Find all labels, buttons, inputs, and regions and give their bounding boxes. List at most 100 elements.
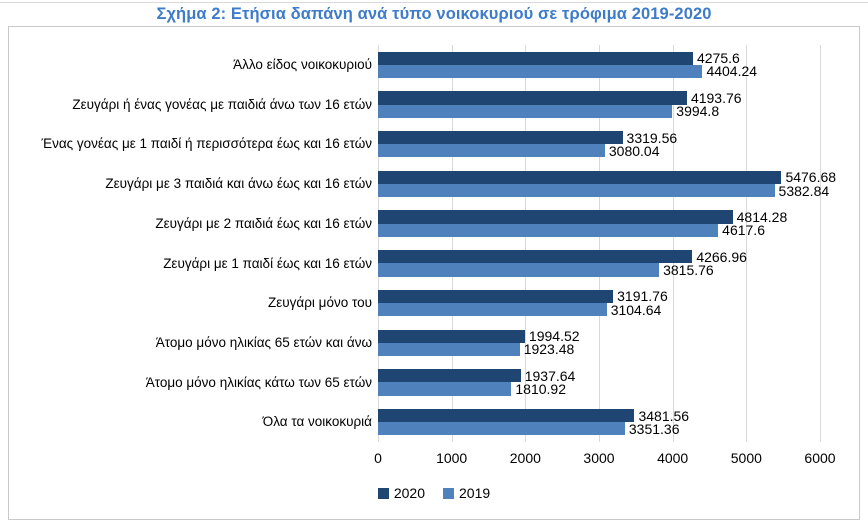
x-axis: 0 1000 2000 3000 4000 5000 6000 (374, 450, 835, 468)
x-tick-label: 6000 (804, 450, 836, 466)
legend-label-2020: 2020 (393, 485, 425, 501)
legend-label-2019: 2019 (459, 485, 491, 501)
bar-line-2020: 4814.28 (378, 209, 820, 226)
bar-2020 (378, 51, 693, 65)
x-tick-label: 5000 (730, 450, 762, 466)
bar-value-label: 1994.52 (528, 328, 580, 345)
bar-group: Άλλο είδος νοικοκυριού 4275.6 4404.24 (9, 45, 820, 85)
bar-line-2020: 3319.56 (378, 129, 820, 146)
bar-line-2020: 1937.64 (378, 367, 820, 384)
bar-group: Ζευγάρι με 1 παιδί έως και 16 ετών 4266.9… (9, 244, 820, 284)
bar-pair: 5476.68 5382.84 (378, 169, 836, 199)
bar-2019 (378, 223, 719, 237)
bar-pair: 4266.96 3815.76 (378, 248, 820, 278)
bar-2019 (378, 342, 520, 356)
bar-pair: 3319.56 3080.04 (378, 129, 820, 159)
bar-group: Ζευγάρι με 2 παιδιά έως και 16 ετών 4814.… (9, 204, 820, 244)
bar-line-2020: 3191.76 (378, 288, 820, 305)
legend-item-2019: 2019 (443, 485, 490, 501)
bar-value-label: 3191.76 (617, 288, 668, 305)
x-tick-label: 2000 (509, 450, 541, 466)
bar-value-label: 3104.64 (610, 301, 662, 318)
bar-group: Ζευγάρι με 3 παιδιά και άνω έως και 16 ε… (9, 164, 836, 204)
bar-group: Άτομο μόνο ηλικίας κάτω των 65 ετών 1937.… (9, 363, 820, 403)
plot-gridlines (378, 45, 821, 442)
bar-2020 (378, 289, 614, 304)
bar-value-label: 5382.84 (778, 182, 830, 199)
bar-pair: 3191.76 3104.64 (378, 288, 820, 318)
bar-value-label: 1923.48 (523, 341, 575, 358)
bar-value-label: 3815.76 (663, 261, 714, 278)
bar-2020 (378, 131, 623, 145)
bar-value-label: 1810.92 (515, 381, 566, 398)
category-label: Άλλο είδος νοικοκυριού (233, 57, 372, 73)
bar-line-2019: 1810.92 (378, 381, 820, 398)
bar-group: Ένας γονέας με 1 παιδί ή περισσότερα έως… (9, 124, 820, 164)
bar-2019 (378, 382, 512, 396)
category-label: Άτομο μόνο ηλικίας 65 ετών και άνω (155, 334, 372, 350)
bar-line-2019: 1923.48 (378, 341, 820, 358)
bar-value-label: 4814.28 (736, 209, 788, 226)
bar-2020 (378, 408, 635, 423)
category-label: Όλα τα νοικοκυριά (262, 414, 372, 430)
gridline (378, 45, 379, 442)
bar-group: Ζευγάρι ή ένας γονέας με παιδιά άνω των … (9, 85, 820, 125)
category-label: Ένας γονέας με 1 παιδί ή περισσότερα έως… (41, 136, 373, 152)
bar-2019 (378, 104, 673, 118)
bar-2020 (378, 210, 733, 224)
bar-value-label: 4617.6 (722, 222, 765, 239)
bar-value-label: 3319.56 (626, 129, 678, 146)
gridline (672, 45, 674, 442)
bar-value-label: 3994.8 (676, 103, 720, 120)
bar-line-2019: 4617.6 (378, 222, 820, 239)
bar-2020 (378, 329, 525, 343)
legend-swatch-2020 (377, 487, 389, 499)
bar-value-label: 1937.64 (524, 367, 576, 384)
bar-value-label: 5476.68 (785, 169, 837, 186)
gridline (820, 45, 821, 442)
bar-pair: 4193.76 3994.8 (378, 90, 820, 120)
bar-pair: 4275.6 4404.24 (378, 50, 820, 79)
bar-group: Όλα τα νοικοκυριά 3481.56 3351.36 (9, 402, 820, 442)
bar-2020 (378, 91, 687, 105)
bar-line-2019: 3080.04 (378, 142, 820, 159)
bar-line-2019: 3994.8 (378, 103, 820, 120)
chart-title: Σχήμα 2: Ετήσια δαπάνη ανά τύπο νοικοκυρ… (156, 5, 712, 23)
bar-line-2019: 3351.36 (378, 420, 820, 437)
bar-line-2020: 5476.68 (378, 169, 836, 185)
legend-item-2020: 2020 (377, 485, 425, 501)
bar-2019 (378, 422, 625, 436)
bar-line-2019: 5382.84 (378, 183, 829, 199)
category-label: Άτομο μόνο ηλικίας κάτω των 65 ετών (145, 374, 372, 390)
gridline (746, 45, 748, 442)
bar-pair: 4814.28 4617.6 (378, 209, 820, 239)
bar-rows: Άλλο είδος νοικοκυριού 4275.6 4404.24 Ζευγά… (9, 45, 837, 442)
bar-2019 (378, 303, 607, 317)
bar-2019 (378, 263, 660, 277)
bar-value-label: 3351.36 (628, 420, 680, 437)
category-label: Ζευγάρι με 1 παιδί έως και 16 ετών (163, 255, 372, 271)
chart-area: Άλλο είδος νοικοκυριού 4275.6 4404.24 Ζευγά… (8, 26, 860, 520)
x-tick-label: 1000 (436, 450, 468, 466)
x-tick-label: 4000 (657, 450, 689, 466)
category-label: Ζευγάρι με 2 παιδιά έως και 16 ετών (155, 215, 372, 231)
bar-pair: 1937.64 1810.92 (378, 367, 820, 398)
bar-line-2019: 3815.76 (378, 261, 820, 278)
gridline (451, 45, 453, 442)
bar-pair: 3481.56 3351.36 (378, 408, 820, 437)
gridline (525, 45, 527, 442)
legend-swatch-2019 (443, 487, 454, 499)
bar-2019 (378, 144, 605, 158)
gridline (599, 45, 600, 442)
bar-value-label: 3080.04 (608, 142, 660, 159)
x-tick-label: 0 (374, 450, 382, 466)
category-label: Ζευγάρι μόνο του (268, 295, 372, 311)
bar-line-2020: 4266.96 (378, 248, 820, 265)
bar-line-2019: 3104.64 (378, 301, 820, 318)
bar-value-label: 4266.96 (696, 248, 747, 265)
category-label: Ζευγάρι με 3 παιδιά και άνω έως και 16 ε… (105, 176, 372, 192)
bar-2019 (378, 64, 703, 79)
bar-2020 (378, 250, 693, 264)
bar-line-2019: 4404.24 (378, 63, 820, 79)
bar-line-2020: 1994.52 (378, 328, 820, 345)
